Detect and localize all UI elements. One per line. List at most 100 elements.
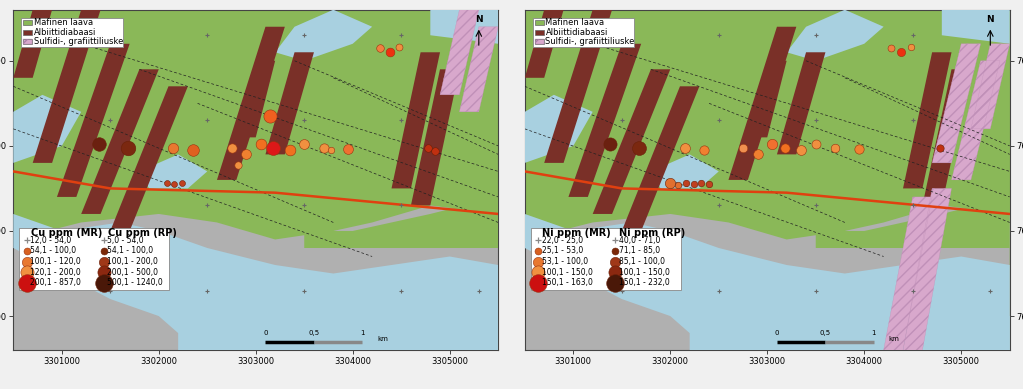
Bar: [24, 39, 32, 44]
Point: [340, 146, 356, 152]
Text: 100,1 - 200,0: 100,1 - 200,0: [107, 257, 159, 266]
Polygon shape: [139, 154, 208, 188]
Bar: [24, 30, 32, 35]
Text: N: N: [986, 16, 994, 25]
Text: 0,5: 0,5: [308, 330, 319, 336]
Point: [608, 269, 624, 275]
Point: [90, 141, 106, 147]
Text: km: km: [377, 336, 388, 342]
Point: [662, 180, 678, 186]
Polygon shape: [951, 61, 1000, 180]
Point: [96, 269, 113, 275]
Point: [296, 141, 312, 147]
Point: [184, 147, 201, 153]
Polygon shape: [525, 10, 564, 78]
Polygon shape: [411, 69, 459, 205]
Point: [323, 147, 340, 153]
Point: [371, 45, 388, 51]
Polygon shape: [57, 44, 130, 197]
Point: [764, 141, 781, 147]
Text: Ni ppm (MR): Ni ppm (MR): [542, 228, 611, 238]
Bar: [21, 18, 123, 47]
Point: [670, 182, 686, 188]
Point: [427, 148, 443, 154]
Polygon shape: [217, 27, 284, 180]
Point: [696, 147, 712, 153]
Point: [253, 141, 269, 147]
Text: Ni ppm (RP): Ni ppm (RP): [619, 228, 685, 238]
Point: [96, 248, 113, 254]
Point: [18, 248, 35, 254]
Point: [602, 141, 618, 147]
Point: [230, 161, 247, 168]
Text: 120,1 - 200,0: 120,1 - 200,0: [31, 268, 81, 277]
Polygon shape: [942, 10, 1010, 44]
Point: [883, 45, 899, 51]
Point: [262, 113, 278, 119]
Text: km: km: [888, 336, 899, 342]
Text: 53,1 - 100,0: 53,1 - 100,0: [542, 257, 588, 266]
Text: Cu ppm (MR): Cu ppm (MR): [31, 228, 102, 238]
Polygon shape: [923, 69, 971, 205]
Text: 100,1 - 120,0: 100,1 - 120,0: [31, 257, 81, 266]
Polygon shape: [247, 61, 275, 137]
Text: 5,0 - 54,0: 5,0 - 54,0: [107, 236, 144, 245]
Polygon shape: [13, 214, 498, 350]
Point: [608, 280, 624, 286]
Point: [18, 269, 35, 275]
Point: [166, 181, 182, 187]
Point: [530, 248, 546, 254]
Bar: [24, 20, 32, 25]
Text: Sulfidi-, grafiittiliuske: Sulfidi-, grafiittiliuske: [34, 37, 124, 46]
Polygon shape: [544, 10, 612, 163]
Text: 150,1 - 163,0: 150,1 - 163,0: [542, 279, 592, 287]
Polygon shape: [903, 188, 951, 350]
Polygon shape: [265, 52, 314, 154]
Point: [165, 144, 181, 151]
Point: [631, 144, 648, 151]
Text: 0: 0: [263, 330, 268, 336]
Polygon shape: [884, 197, 932, 350]
Point: [807, 141, 824, 147]
Polygon shape: [903, 52, 951, 188]
Point: [851, 146, 868, 152]
Polygon shape: [110, 86, 188, 231]
Point: [685, 180, 702, 187]
Point: [530, 269, 546, 275]
Point: [902, 44, 919, 50]
Point: [120, 144, 136, 151]
Text: 0,5: 0,5: [819, 330, 831, 336]
Point: [238, 151, 255, 158]
Text: 71,1 - 85,0: 71,1 - 85,0: [619, 247, 660, 256]
Polygon shape: [13, 10, 52, 78]
Point: [893, 49, 909, 55]
Text: 100,1 - 150,0: 100,1 - 150,0: [619, 268, 670, 277]
Polygon shape: [787, 10, 884, 61]
Point: [530, 280, 546, 286]
Polygon shape: [592, 69, 670, 214]
Polygon shape: [525, 214, 1010, 350]
Text: 85,1 - 100,0: 85,1 - 100,0: [619, 257, 665, 266]
Point: [281, 147, 298, 153]
Text: Sulfidi-, grafiittiliuske: Sulfidi-, grafiittiliuske: [545, 37, 635, 46]
Polygon shape: [569, 44, 641, 197]
Text: 100,1 - 150,0: 100,1 - 150,0: [542, 268, 592, 277]
Text: 12,0 - 54,0: 12,0 - 54,0: [31, 236, 72, 245]
Polygon shape: [728, 27, 796, 180]
Point: [776, 145, 793, 152]
Point: [265, 145, 281, 152]
Polygon shape: [758, 61, 787, 137]
Bar: [535, 39, 543, 44]
Polygon shape: [971, 44, 1010, 129]
Polygon shape: [33, 10, 100, 163]
Point: [420, 144, 437, 151]
Point: [159, 180, 175, 186]
Text: 1: 1: [360, 330, 364, 336]
Text: 1: 1: [872, 330, 876, 336]
Bar: [535, 30, 543, 35]
Text: 40,0 - 71,0: 40,0 - 71,0: [619, 236, 660, 245]
Point: [18, 280, 35, 286]
Point: [391, 44, 407, 50]
Text: Cu ppm (RP): Cu ppm (RP): [107, 228, 177, 238]
Point: [750, 151, 766, 158]
